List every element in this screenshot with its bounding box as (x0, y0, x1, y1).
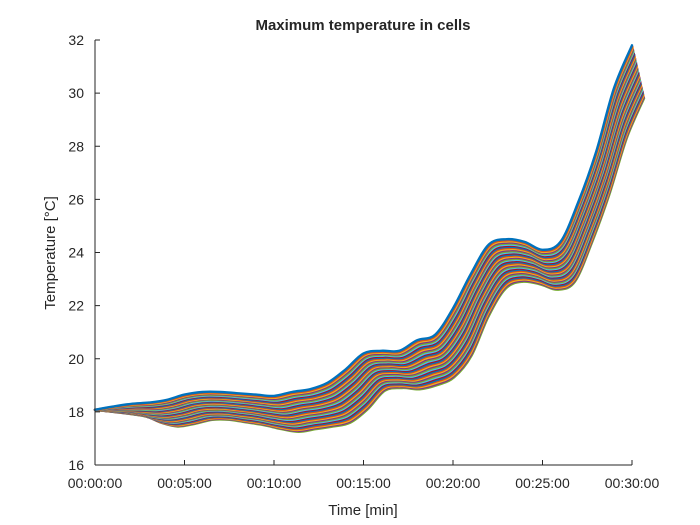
y-axis-label: Temperature [°C] (42, 196, 59, 310)
x-tick-label: 00:05:00 (157, 475, 212, 491)
y-tick-label: 24 (68, 245, 84, 261)
x-tick-label: 00:30:00 (605, 475, 660, 491)
y-tick-label: 32 (68, 32, 84, 48)
y-tick-label: 30 (68, 85, 84, 101)
y-tick-label: 26 (68, 191, 84, 207)
x-axis-label: Time [min] (328, 502, 397, 519)
y-tick-label: 16 (68, 457, 84, 473)
y-tick-label: 20 (68, 351, 84, 367)
y-tick-label: 22 (68, 298, 84, 314)
y-tick-label: 18 (68, 404, 84, 420)
x-tick-label: 00:25:00 (515, 475, 570, 491)
x-tick-label: 00:20:00 (426, 475, 481, 491)
y-tick-label: 28 (68, 138, 84, 154)
x-tick-label: 00:10:00 (247, 475, 302, 491)
chart-title: Maximum temperature in cells (255, 17, 470, 34)
series-line (93, 44, 634, 411)
series-layer (93, 44, 646, 433)
axes-layer: 00:00:00 00:05:00 00:10:00 00:15:00 00:20:00… (68, 32, 660, 491)
x-tick-label: 00:00:00 (68, 475, 123, 491)
x-tick-label: 00:15:00 (336, 475, 391, 491)
